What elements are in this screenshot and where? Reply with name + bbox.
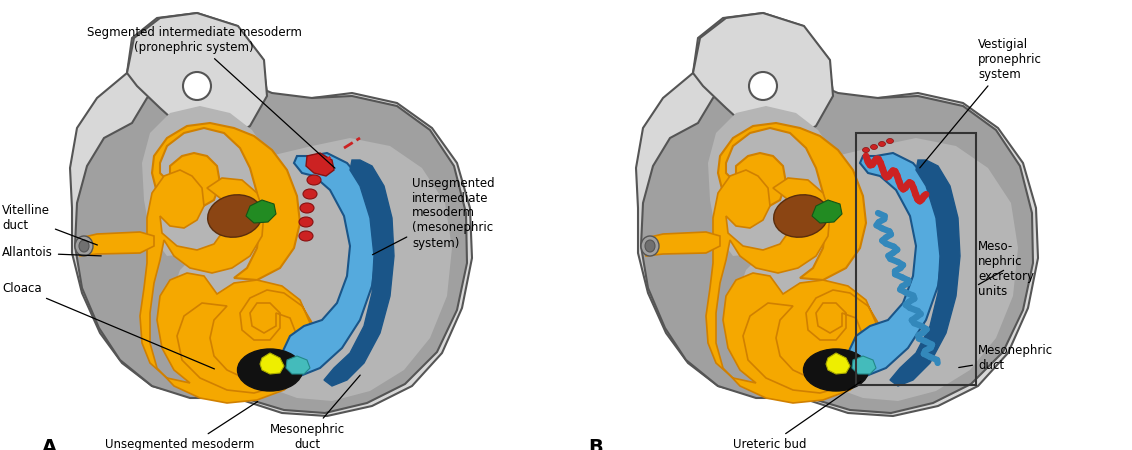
- Text: Vestigial
pronephric
system: Vestigial pronephric system: [920, 38, 1041, 168]
- Polygon shape: [282, 153, 377, 376]
- Polygon shape: [641, 76, 1034, 413]
- Polygon shape: [75, 76, 468, 413]
- Text: Meso-
nephric
excretory
units: Meso- nephric excretory units: [978, 240, 1034, 298]
- Polygon shape: [140, 170, 314, 403]
- Ellipse shape: [773, 195, 829, 237]
- Text: Allantois: Allantois: [2, 247, 101, 260]
- Polygon shape: [708, 106, 1018, 401]
- Polygon shape: [706, 170, 880, 403]
- Ellipse shape: [307, 175, 321, 185]
- Text: Mesonephric
duct: Mesonephric duct: [269, 375, 360, 450]
- Ellipse shape: [299, 231, 314, 241]
- Circle shape: [749, 72, 777, 100]
- Ellipse shape: [804, 349, 868, 391]
- Polygon shape: [324, 160, 394, 386]
- Text: Cloaca: Cloaca: [2, 282, 214, 369]
- Polygon shape: [812, 200, 842, 223]
- Ellipse shape: [314, 161, 327, 171]
- Polygon shape: [848, 153, 943, 376]
- Polygon shape: [286, 356, 310, 374]
- Polygon shape: [693, 13, 833, 138]
- Polygon shape: [142, 106, 452, 401]
- Ellipse shape: [863, 148, 869, 153]
- Polygon shape: [70, 13, 472, 416]
- Ellipse shape: [645, 240, 655, 252]
- Ellipse shape: [641, 236, 659, 256]
- Polygon shape: [306, 153, 334, 176]
- Polygon shape: [152, 123, 300, 280]
- Ellipse shape: [871, 144, 877, 149]
- Ellipse shape: [303, 189, 317, 199]
- Ellipse shape: [207, 195, 263, 237]
- Polygon shape: [643, 232, 720, 256]
- Polygon shape: [852, 356, 876, 374]
- Polygon shape: [77, 232, 154, 256]
- Polygon shape: [636, 13, 1038, 416]
- Polygon shape: [826, 353, 850, 374]
- Ellipse shape: [79, 240, 89, 252]
- Circle shape: [183, 72, 211, 100]
- Polygon shape: [246, 200, 276, 223]
- Text: Vitelline
duct: Vitelline duct: [2, 204, 97, 245]
- Polygon shape: [127, 13, 267, 138]
- Text: Unsegmented mesoderm
(metanephric system): Unsegmented mesoderm (metanephric system…: [105, 401, 258, 450]
- Text: A: A: [42, 438, 57, 450]
- Ellipse shape: [299, 217, 314, 227]
- Ellipse shape: [878, 141, 885, 147]
- Text: Segmented intermediate mesoderm
(pronephric system): Segmented intermediate mesoderm (proneph…: [86, 26, 335, 168]
- Ellipse shape: [75, 236, 93, 256]
- Text: Mesonephric
duct: Mesonephric duct: [959, 344, 1053, 372]
- Ellipse shape: [238, 349, 302, 391]
- Ellipse shape: [300, 203, 314, 213]
- Polygon shape: [260, 353, 284, 374]
- Polygon shape: [718, 123, 866, 280]
- Text: Unsegmented
intermediate
mesoderm
(mesonephric
system): Unsegmented intermediate mesoderm (meson…: [372, 176, 495, 255]
- Ellipse shape: [886, 139, 893, 144]
- Text: B: B: [588, 438, 602, 450]
- Polygon shape: [890, 160, 960, 386]
- Text: Ureteric bud: Ureteric bud: [734, 382, 860, 450]
